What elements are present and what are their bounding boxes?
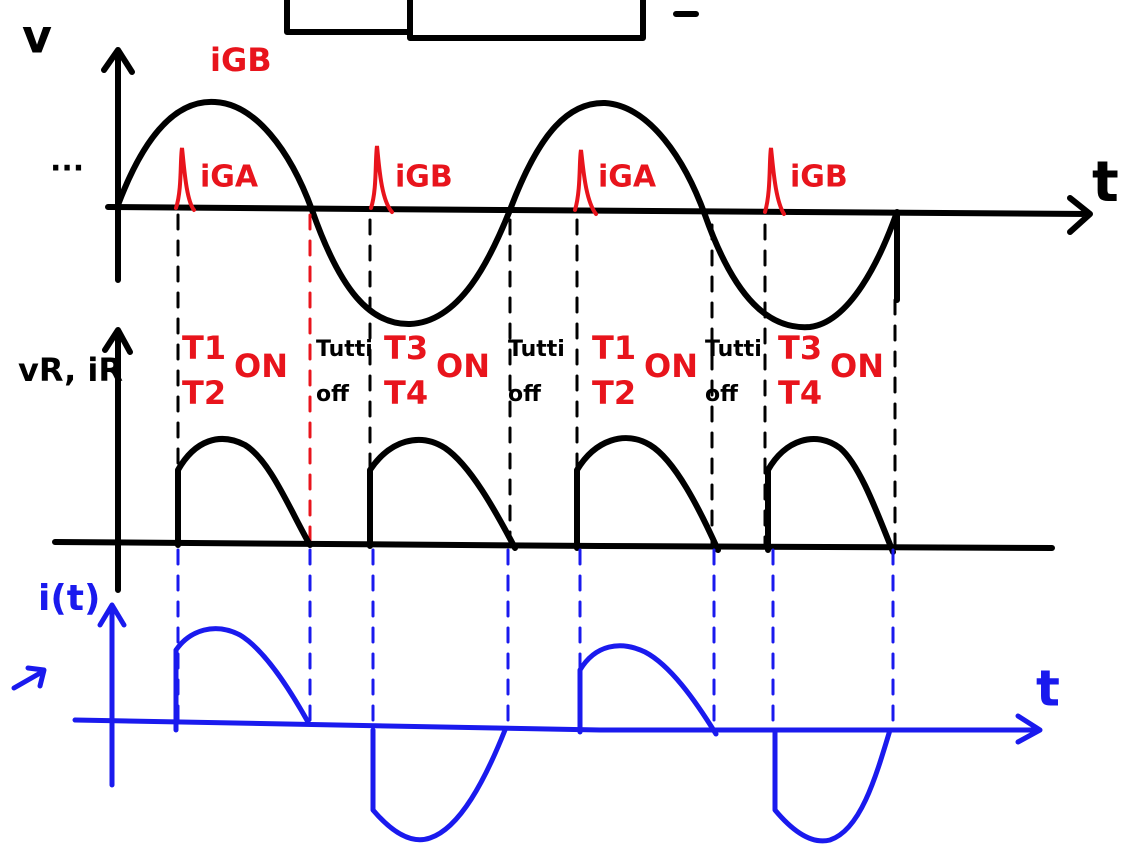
pulse-label: iGB xyxy=(790,160,848,195)
state-label: ON xyxy=(234,347,288,385)
bottom-x-axis xyxy=(75,716,1040,742)
pulse-label: iGB xyxy=(395,160,453,195)
pulse-label: iGA xyxy=(598,160,657,195)
off-label: off xyxy=(508,382,542,407)
off-label: off xyxy=(316,382,350,407)
state-label: ON xyxy=(436,347,490,385)
diagram: v iGB ... t vR, iR i(t) t iGA iGB iGA iGB T1… xyxy=(0,0,1122,847)
rectified-hump xyxy=(768,439,893,552)
current-hump xyxy=(580,646,716,734)
current-hump-negative xyxy=(775,730,890,841)
gate-pulse xyxy=(575,150,596,214)
rectified-hump xyxy=(178,439,310,545)
gate-pulse xyxy=(176,148,194,210)
off-label: off xyxy=(705,382,739,407)
rectified-hump xyxy=(370,440,515,548)
switch-label: T4 xyxy=(778,374,822,412)
pulse-label: iGA xyxy=(200,160,259,195)
guide-lines xyxy=(178,550,893,725)
top-label: iGB xyxy=(210,41,272,79)
x-label: t xyxy=(1092,150,1119,215)
off-label: Tutti xyxy=(705,337,762,362)
switch-label: T4 xyxy=(384,374,428,412)
circuit-fragment xyxy=(287,0,696,38)
current-hump xyxy=(176,629,308,730)
gate-pulse xyxy=(371,146,392,212)
off-label: Tutti xyxy=(508,337,565,362)
switch-label: T3 xyxy=(778,329,822,367)
gate-pulse xyxy=(765,148,784,214)
rectified-hump xyxy=(577,438,718,550)
switch-label: T2 xyxy=(592,374,636,412)
y-label: i(t) xyxy=(38,578,100,619)
state-label: ON xyxy=(644,347,698,385)
off-label: Tutti xyxy=(316,337,373,362)
top-y-axis xyxy=(104,50,132,280)
switch-label: T2 xyxy=(182,374,226,412)
y-label: vR, iR xyxy=(18,351,123,389)
x-label: t xyxy=(1036,660,1060,718)
bottom-y-axis xyxy=(100,605,124,785)
switch-label: T1 xyxy=(182,329,226,367)
current-hump-negative xyxy=(373,730,505,840)
switch-label: T3 xyxy=(384,329,428,367)
switch-label: T1 xyxy=(592,329,636,367)
ellipsis: ... xyxy=(50,144,84,179)
arrow-mark xyxy=(14,668,44,688)
top-x-axis xyxy=(108,198,1090,232)
state-label: ON xyxy=(830,347,884,385)
y-label: v xyxy=(22,10,52,64)
middle-x-axis xyxy=(55,542,1052,548)
